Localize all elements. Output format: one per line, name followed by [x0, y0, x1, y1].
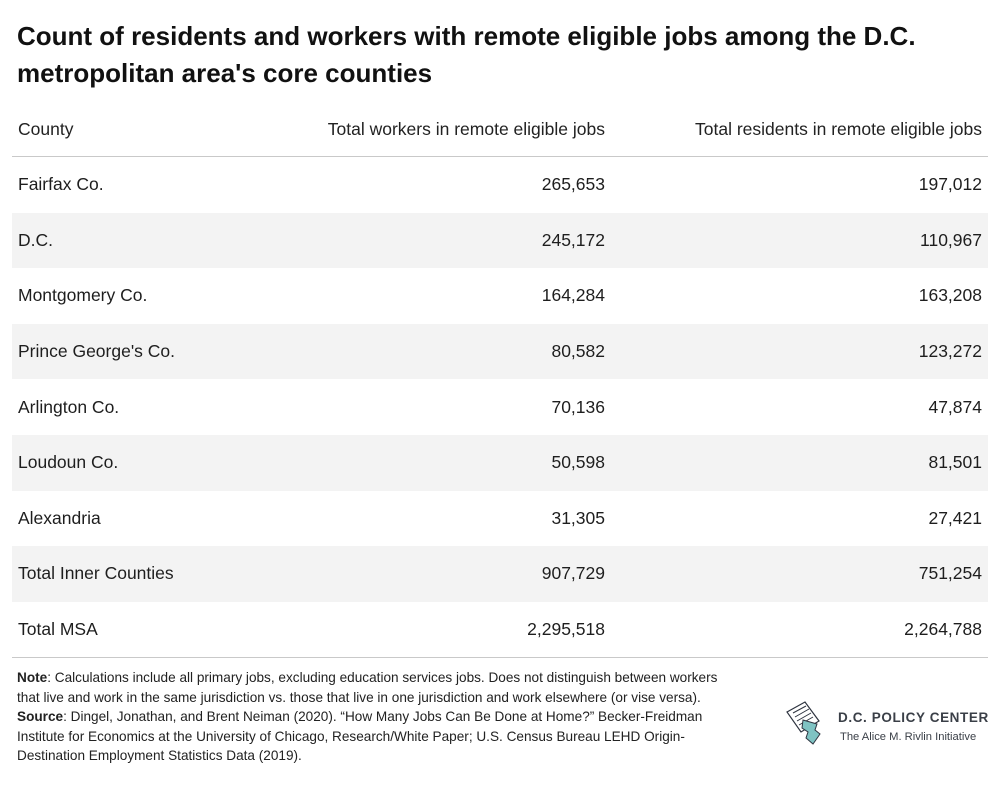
- workers-cell: 50,598: [274, 434, 611, 491]
- residents-cell: 81,501: [611, 434, 988, 491]
- column-header-residents: Total residents in remote eligible jobs: [611, 103, 988, 157]
- source-label: Source: [17, 709, 64, 724]
- table-row: Montgomery Co. 164,284 163,208: [12, 268, 988, 324]
- column-header-county: County: [12, 103, 274, 157]
- table-row: Loudoun Co. 50,598 81,501: [12, 434, 988, 491]
- workers-cell: 70,136: [551, 396, 605, 417]
- residents-cell: 751,254: [611, 546, 988, 602]
- residents-cell: 110,967: [611, 212, 988, 269]
- residents-cell: 163,208: [918, 285, 982, 306]
- dc-policy-center-logo: D.C. POLICY CENTER The Alice M. Rivlin I…: [784, 700, 988, 750]
- county-cell: Loudoun Co.: [12, 434, 274, 491]
- dc-map-logo-icon: [786, 701, 821, 745]
- table-row: Total Inner Counties 907,729 751,254: [12, 546, 988, 602]
- county-cell: Total MSA: [12, 601, 274, 659]
- county-cell: Alexandria: [18, 507, 101, 528]
- county-cell: Montgomery Co.: [18, 285, 148, 306]
- note-label: Note: [17, 670, 48, 685]
- data-table-container: County Total workers in remote eligible …: [12, 103, 988, 659]
- residents-cell: 27,421: [928, 507, 982, 528]
- table-row: D.C. 245,172 110,967: [12, 212, 988, 269]
- source-text: : Dingel, Jonathan, and Brent Neiman (20…: [17, 709, 703, 763]
- county-cell: D.C.: [12, 212, 274, 269]
- table-row: Alexandria 31,305 27,421: [12, 491, 988, 547]
- table-row: Total MSA 2,295,518 2,264,788: [12, 601, 988, 659]
- note-text: : Calculations include all primary jobs,…: [17, 670, 718, 705]
- county-cell: Total Inner Counties: [12, 546, 274, 602]
- workers-cell: 245,172: [274, 212, 611, 269]
- table-row: Arlington Co. 70,136 47,874: [12, 379, 988, 435]
- source-paragraph: Source: Dingel, Jonathan, and Brent Neim…: [17, 707, 727, 766]
- residents-cell: 47,874: [928, 396, 982, 417]
- table-row: Fairfax Co. 265,653 197,012: [12, 157, 988, 213]
- note-paragraph: Note: Calculations include all primary j…: [17, 668, 727, 707]
- workers-cell: 265,653: [541, 174, 605, 195]
- residents-cell: 123,272: [611, 323, 988, 380]
- table-row: Prince George's Co. 80,582 123,272: [12, 323, 988, 380]
- workers-cell: 164,284: [541, 285, 605, 306]
- county-cell: Prince George's Co.: [12, 323, 274, 380]
- table-header-row: County Total workers in remote eligible …: [12, 103, 988, 157]
- workers-cell: 907,729: [274, 546, 611, 602]
- county-cell: Fairfax Co.: [18, 174, 104, 195]
- logo-tagline: The Alice M. Rivlin Initiative: [840, 731, 977, 743]
- workers-cell: 31,305: [551, 507, 605, 528]
- column-header-workers: Total workers in remote eligible jobs: [274, 103, 611, 157]
- data-table: County Total workers in remote eligible …: [12, 103, 988, 659]
- page-title: Count of residents and workers with remo…: [17, 21, 916, 88]
- workers-cell: 2,295,518: [274, 601, 611, 659]
- workers-cell: 80,582: [274, 323, 611, 380]
- residents-cell: 2,264,788: [611, 601, 988, 659]
- county-cell: Arlington Co.: [18, 396, 120, 417]
- logo-name: D.C. POLICY CENTER: [838, 710, 989, 725]
- residents-cell: 197,012: [918, 174, 982, 195]
- footnotes: Note: Calculations include all primary j…: [17, 668, 727, 766]
